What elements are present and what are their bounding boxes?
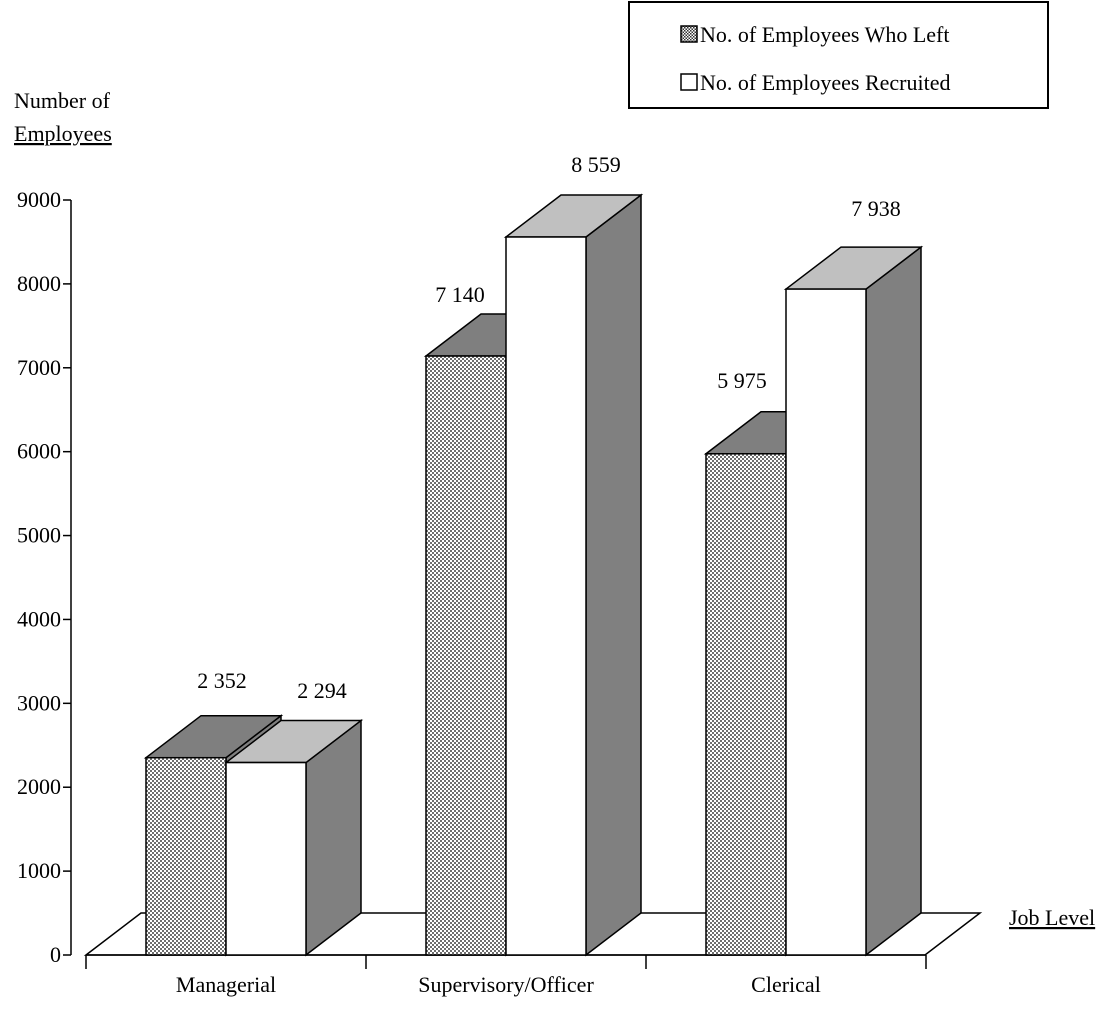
bar-recruited-1 [503,193,644,957]
bar-front-face [505,236,587,956]
legend-label-recruited: No. of Employees Recruited [700,70,951,95]
bar-front-face [225,761,307,956]
y-tick-label-8: 8000 [17,271,61,296]
y-tick-label-3: 3000 [17,690,61,715]
y-tick-label-0: 0 [50,942,61,967]
y-axis-title-line2: Employees [14,121,112,146]
legend-frame [628,1,1049,109]
legend-label-left: No. of Employees Who Left [700,22,949,47]
y-tick-label-2: 2000 [17,774,61,799]
category-label-0: Managerial [176,972,276,997]
y-tick-label-6: 6000 [17,439,61,464]
value-label-recruited-0: 2 294 [297,678,347,703]
category-label-2: Clerical [751,972,821,997]
value-label-recruited-2: 7 938 [851,196,901,221]
x-axis-title: Job Level [1009,905,1095,930]
legend-swatch-recruited [680,73,698,91]
value-label-left-0: 2 352 [197,668,247,693]
bar-front-face [785,288,867,956]
bar-recruited-0 [223,719,364,957]
legend: No. of Employees Who Left No. of Employe… [628,1,1049,109]
bar-front-face [705,453,787,956]
y-tick-label-5: 5000 [17,523,61,548]
legend-swatch-left [680,25,698,43]
y-tick-label-4: 4000 [17,606,61,631]
y-tick-label-1: 1000 [17,858,61,883]
bar-recruited-2 [783,245,924,957]
y-tick-label-9: 9000 [17,187,61,212]
bar-side-face [585,193,642,957]
value-label-left-2: 5 975 [717,368,767,393]
category-label-1: Supervisory/Officer [418,972,594,997]
value-label-recruited-1: 8 559 [571,152,621,177]
value-label-left-1: 7 140 [435,282,485,307]
bar-front-face [425,355,507,956]
y-tick-label-7: 7000 [17,355,61,380]
bar-side-face [865,245,922,957]
bar-front-face [145,756,227,956]
y-axis-title-line1: Number of [14,88,111,113]
